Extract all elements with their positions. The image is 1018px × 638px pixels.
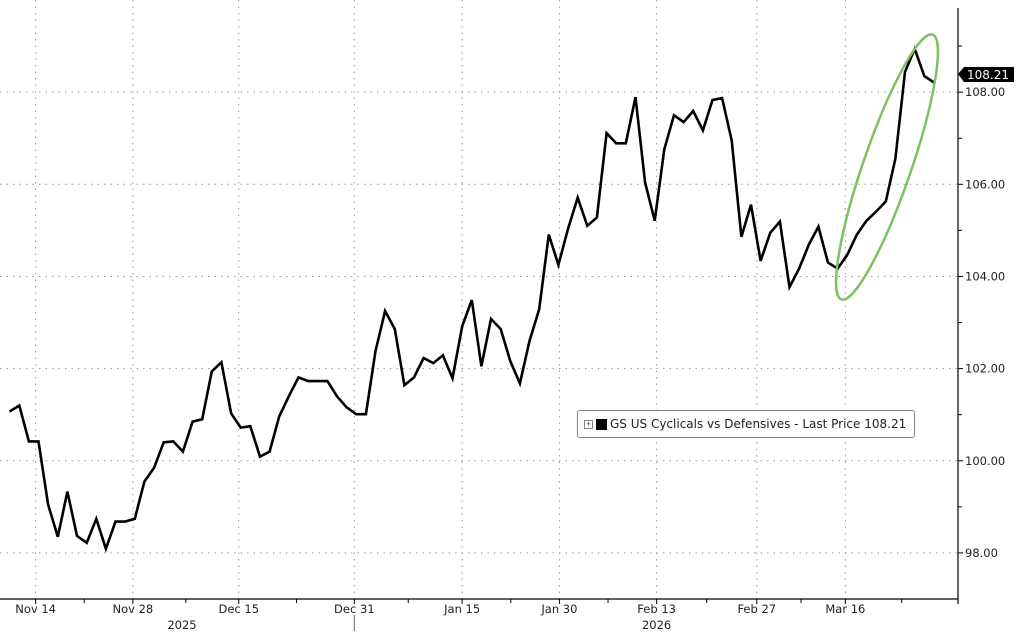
y-tick-label: 104.00	[965, 269, 1005, 283]
last-price-label: 108.21	[967, 68, 1009, 82]
y-tick-label: 98.00	[965, 546, 998, 560]
x-tick-label: Feb 13	[637, 602, 676, 616]
legend-swatch	[596, 418, 607, 430]
y-tick-label: 102.00	[965, 362, 1005, 376]
axes: 98.00 100.00 102.00 104.00 106.00 108.00 Nov 1…	[0, 8, 1005, 632]
x-tick-label: Nov 14	[15, 602, 56, 616]
x-tick-label: Jan 15	[443, 602, 480, 616]
series-line	[8, 45, 935, 553]
legend: + GS US Cyclicals vs Defensives - Last P…	[577, 410, 916, 438]
last-price-tag-bg	[958, 67, 1014, 82]
y-tick-label: 108.00	[965, 85, 1005, 99]
last-price-tag: 108.21	[958, 67, 1014, 82]
x-tick-label: Dec 15	[219, 602, 260, 616]
x-tick-label: Nov 28	[113, 602, 154, 616]
y-tick-label: 100.00	[965, 454, 1005, 468]
year-label: 2026	[642, 618, 671, 632]
y-tick-label: 106.00	[965, 177, 1005, 191]
gridlines	[0, 0, 958, 599]
legend-label: GS US Cyclicals vs Defensives - Last Pri…	[610, 417, 907, 431]
x-tick-label: Jan 30	[540, 602, 577, 616]
highlight-ellipse	[834, 33, 940, 301]
x-tick-label: Mar 16	[825, 602, 865, 616]
x-tick-label: Dec 31	[334, 602, 375, 616]
year-label: 2025	[167, 618, 196, 632]
x-tick-label: Feb 27	[737, 602, 776, 616]
legend-expand-icon[interactable]: +	[584, 419, 593, 429]
series-layer	[8, 45, 935, 553]
